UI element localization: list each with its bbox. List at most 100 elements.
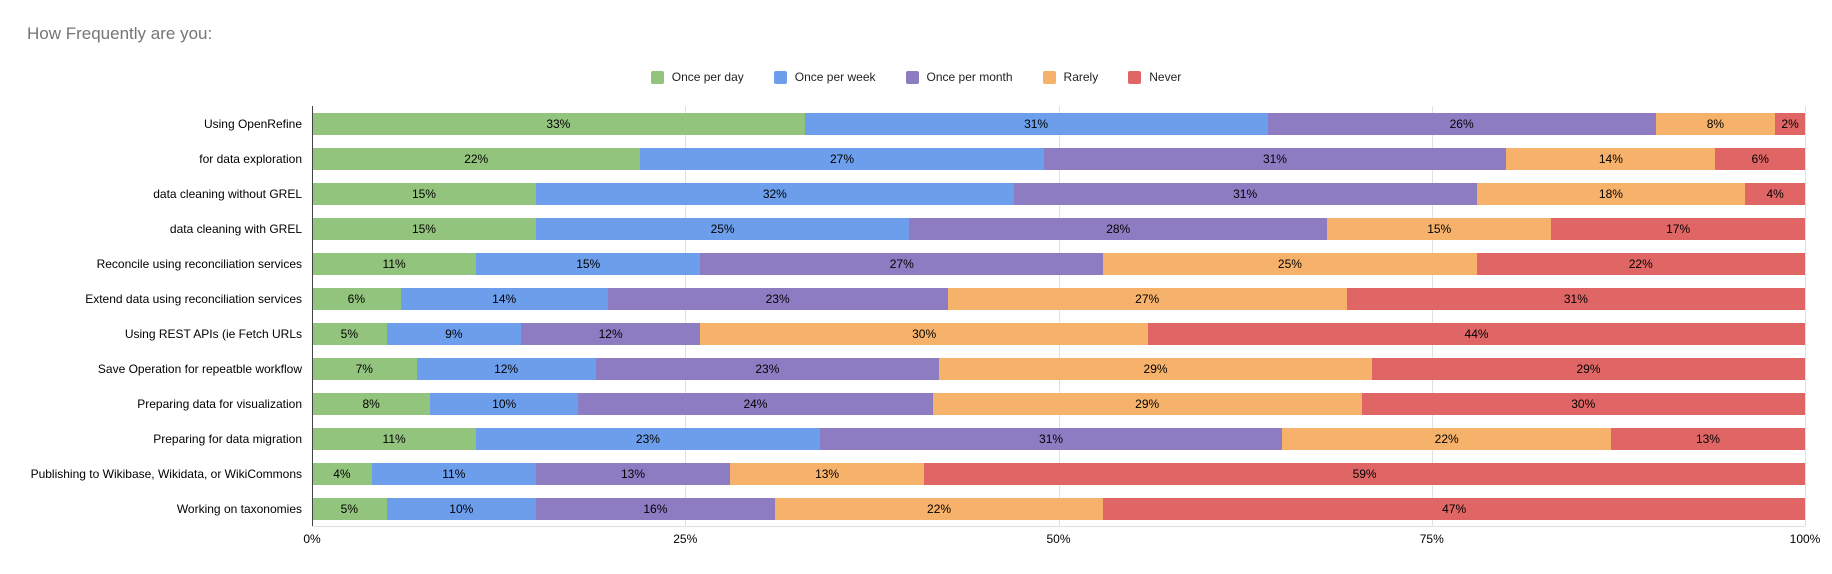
segment-value-label: 23% [765, 291, 790, 306]
segment-value-label: 13% [1695, 431, 1720, 446]
segment-value-label: 9% [445, 326, 463, 341]
bar-segment-never: 47% [1103, 497, 1805, 520]
bar-segment-once-per-day: 5% [312, 497, 387, 520]
chart-row: Preparing data for visualization 8% 10% 24%… [137, 386, 1805, 421]
bar-segment-rarely: 15% [1327, 217, 1552, 240]
bar-segment-once-per-month: 23% [607, 287, 948, 310]
chart-row: data cleaning with GREL 15% 25% 28% 15% 17% [170, 211, 1806, 246]
bar-segment-once-per-week: 9% [386, 322, 522, 345]
segment-value-label: 12% [598, 326, 623, 341]
category-label: Reconcile using reconciliation services [96, 256, 302, 271]
segment-value-label: 10% [449, 501, 474, 516]
bar-segment-rarely: 8% [1655, 112, 1776, 135]
stacked-bar: 8% 10% 24% 29% 30% [312, 392, 1805, 415]
bar-segment-once-per-day: 6% [312, 287, 401, 310]
category-label: Save Operation for repeatble workflow [97, 361, 302, 376]
bar-segment-once-per-day: 15% [312, 182, 536, 205]
bar-segment-once-per-week: 23% [476, 427, 820, 450]
bar-segment-never: 4% [1745, 182, 1805, 205]
chart-row: Using OpenRefine 33% 31% 26% 8% 2% [204, 106, 1805, 141]
segment-value-label: 15% [411, 186, 436, 201]
chart-row: Working on taxonomies 5% 10% 16% 22% 47% [177, 491, 1805, 526]
segment-value-label: 29% [1135, 396, 1160, 411]
bar-segment-once-per-week: 14% [400, 287, 608, 310]
segment-value-label: 27% [1135, 291, 1160, 306]
stacked-bar: 11% 15% 27% 25% 22% [312, 252, 1805, 275]
segment-value-label: 22% [1628, 256, 1653, 271]
legend-label: Once per day [671, 70, 744, 84]
segment-value-label: 31% [1262, 151, 1287, 166]
segment-value-label: 14% [1598, 151, 1623, 166]
segment-value-label: 29% [1576, 361, 1601, 376]
legend-label: Rarely [1063, 70, 1099, 84]
bar-segment-once-per-day: 7% [312, 357, 417, 380]
stacked-bar: 7% 12% 23% 29% 29% [312, 357, 1805, 380]
bar-segment-rarely: 22% [1282, 427, 1611, 450]
bar-segment-once-per-day: 15% [312, 217, 536, 240]
segment-value-label: 31% [1233, 186, 1258, 201]
bar-segment-rarely: 22% [774, 497, 1104, 520]
bar-segment-never: 44% [1148, 322, 1806, 345]
bar-segment-rarely: 29% [932, 392, 1362, 415]
stacked-bar: 22% 27% 31% 14% 6% [312, 147, 1805, 170]
chart-row: for data exploration 22% 27% 31% 14% 6% [199, 141, 1805, 176]
bar-segment-once-per-month: 26% [1267, 112, 1656, 135]
segment-value-label: 2% [1781, 116, 1799, 131]
bar-segment-once-per-week: 15% [476, 252, 701, 275]
plot-area: Using OpenRefine 33% 31% 26% 8% 2% for data ex… [31, 106, 1806, 527]
segment-value-label: 25% [710, 221, 735, 236]
legend-label: Never [1149, 70, 1182, 84]
legend-swatch-never [1128, 70, 1142, 84]
bar-segment-rarely: 25% [1103, 252, 1477, 275]
category-label: Publishing to Wikibase, Wikidata, or Wik… [30, 466, 302, 481]
category-label: data cleaning without GREL [153, 186, 302, 201]
segment-value-label: 6% [1751, 151, 1769, 166]
bar-segment-never: 22% [1476, 252, 1805, 275]
segment-value-label: 10% [492, 396, 517, 411]
gridline [1431, 106, 1433, 526]
segment-value-label: 22% [464, 151, 489, 166]
bar-segment-once-per-week: 31% [804, 112, 1268, 135]
x-axis-ticks: 0% 25% 50% 75% 100% [303, 532, 1820, 548]
bar-segment-never: 17% [1551, 217, 1806, 240]
bar-segment-rarely: 13% [730, 462, 925, 485]
bar-segment-never: 29% [1372, 357, 1805, 380]
chart-row: Save Operation for repeatble workflow 7% 1… [98, 351, 1805, 386]
bar-segment-once-per-week: 32% [535, 182, 1014, 205]
bar-segment-never: 2% [1775, 112, 1805, 135]
stacked-bar: 5% 10% 16% 22% 47% [312, 497, 1805, 520]
segment-value-label: 44% [1464, 326, 1489, 341]
segment-value-label: 23% [755, 361, 780, 376]
bar-segment-once-per-week: 25% [535, 217, 910, 240]
segment-value-label: 24% [743, 396, 768, 411]
gridline [1805, 106, 1806, 526]
bar-segment-rarely: 27% [947, 287, 1347, 310]
y-axis-line [312, 106, 313, 526]
bar-segment-once-per-month: 12% [521, 322, 701, 345]
legend-item-never: Never [1128, 70, 1181, 84]
bar-segment-never: 13% [1610, 427, 1805, 450]
chart-title: How Frequently are you: [27, 24, 213, 43]
legend-label: Once per week [794, 70, 876, 84]
legend-swatch-once-per-week [773, 70, 787, 84]
bar-segment-rarely: 18% [1476, 182, 1746, 205]
bar-segment-once-per-day: 5% [312, 322, 387, 345]
x-tick-label: 50% [1046, 532, 1071, 546]
bar-segment-rarely: 30% [700, 322, 1149, 345]
legend-item-once-per-day: Once per day [650, 70, 744, 84]
bar-segment-once-per-day: 33% [312, 112, 805, 135]
legend-item-once-per-month: Once per month [905, 70, 1013, 84]
bar-segment-once-per-day: 8% [312, 392, 431, 415]
stacked-bar: 15% 32% 31% 18% 4% [312, 182, 1805, 205]
segment-value-label: 29% [1143, 361, 1168, 376]
category-label: Using REST APIs (ie Fetch URLs [124, 326, 302, 341]
bar-segment-once-per-day: 4% [312, 462, 372, 485]
bar-segment-never: 59% [924, 462, 1806, 485]
segment-value-label: 11% [382, 256, 406, 271]
x-tick-label: 25% [673, 532, 698, 546]
segment-value-label: 30% [1571, 396, 1596, 411]
x-tick-label: 100% [1789, 532, 1821, 546]
bar-segment-never: 31% [1346, 287, 1805, 310]
category-label: data cleaning with GREL [169, 221, 302, 236]
